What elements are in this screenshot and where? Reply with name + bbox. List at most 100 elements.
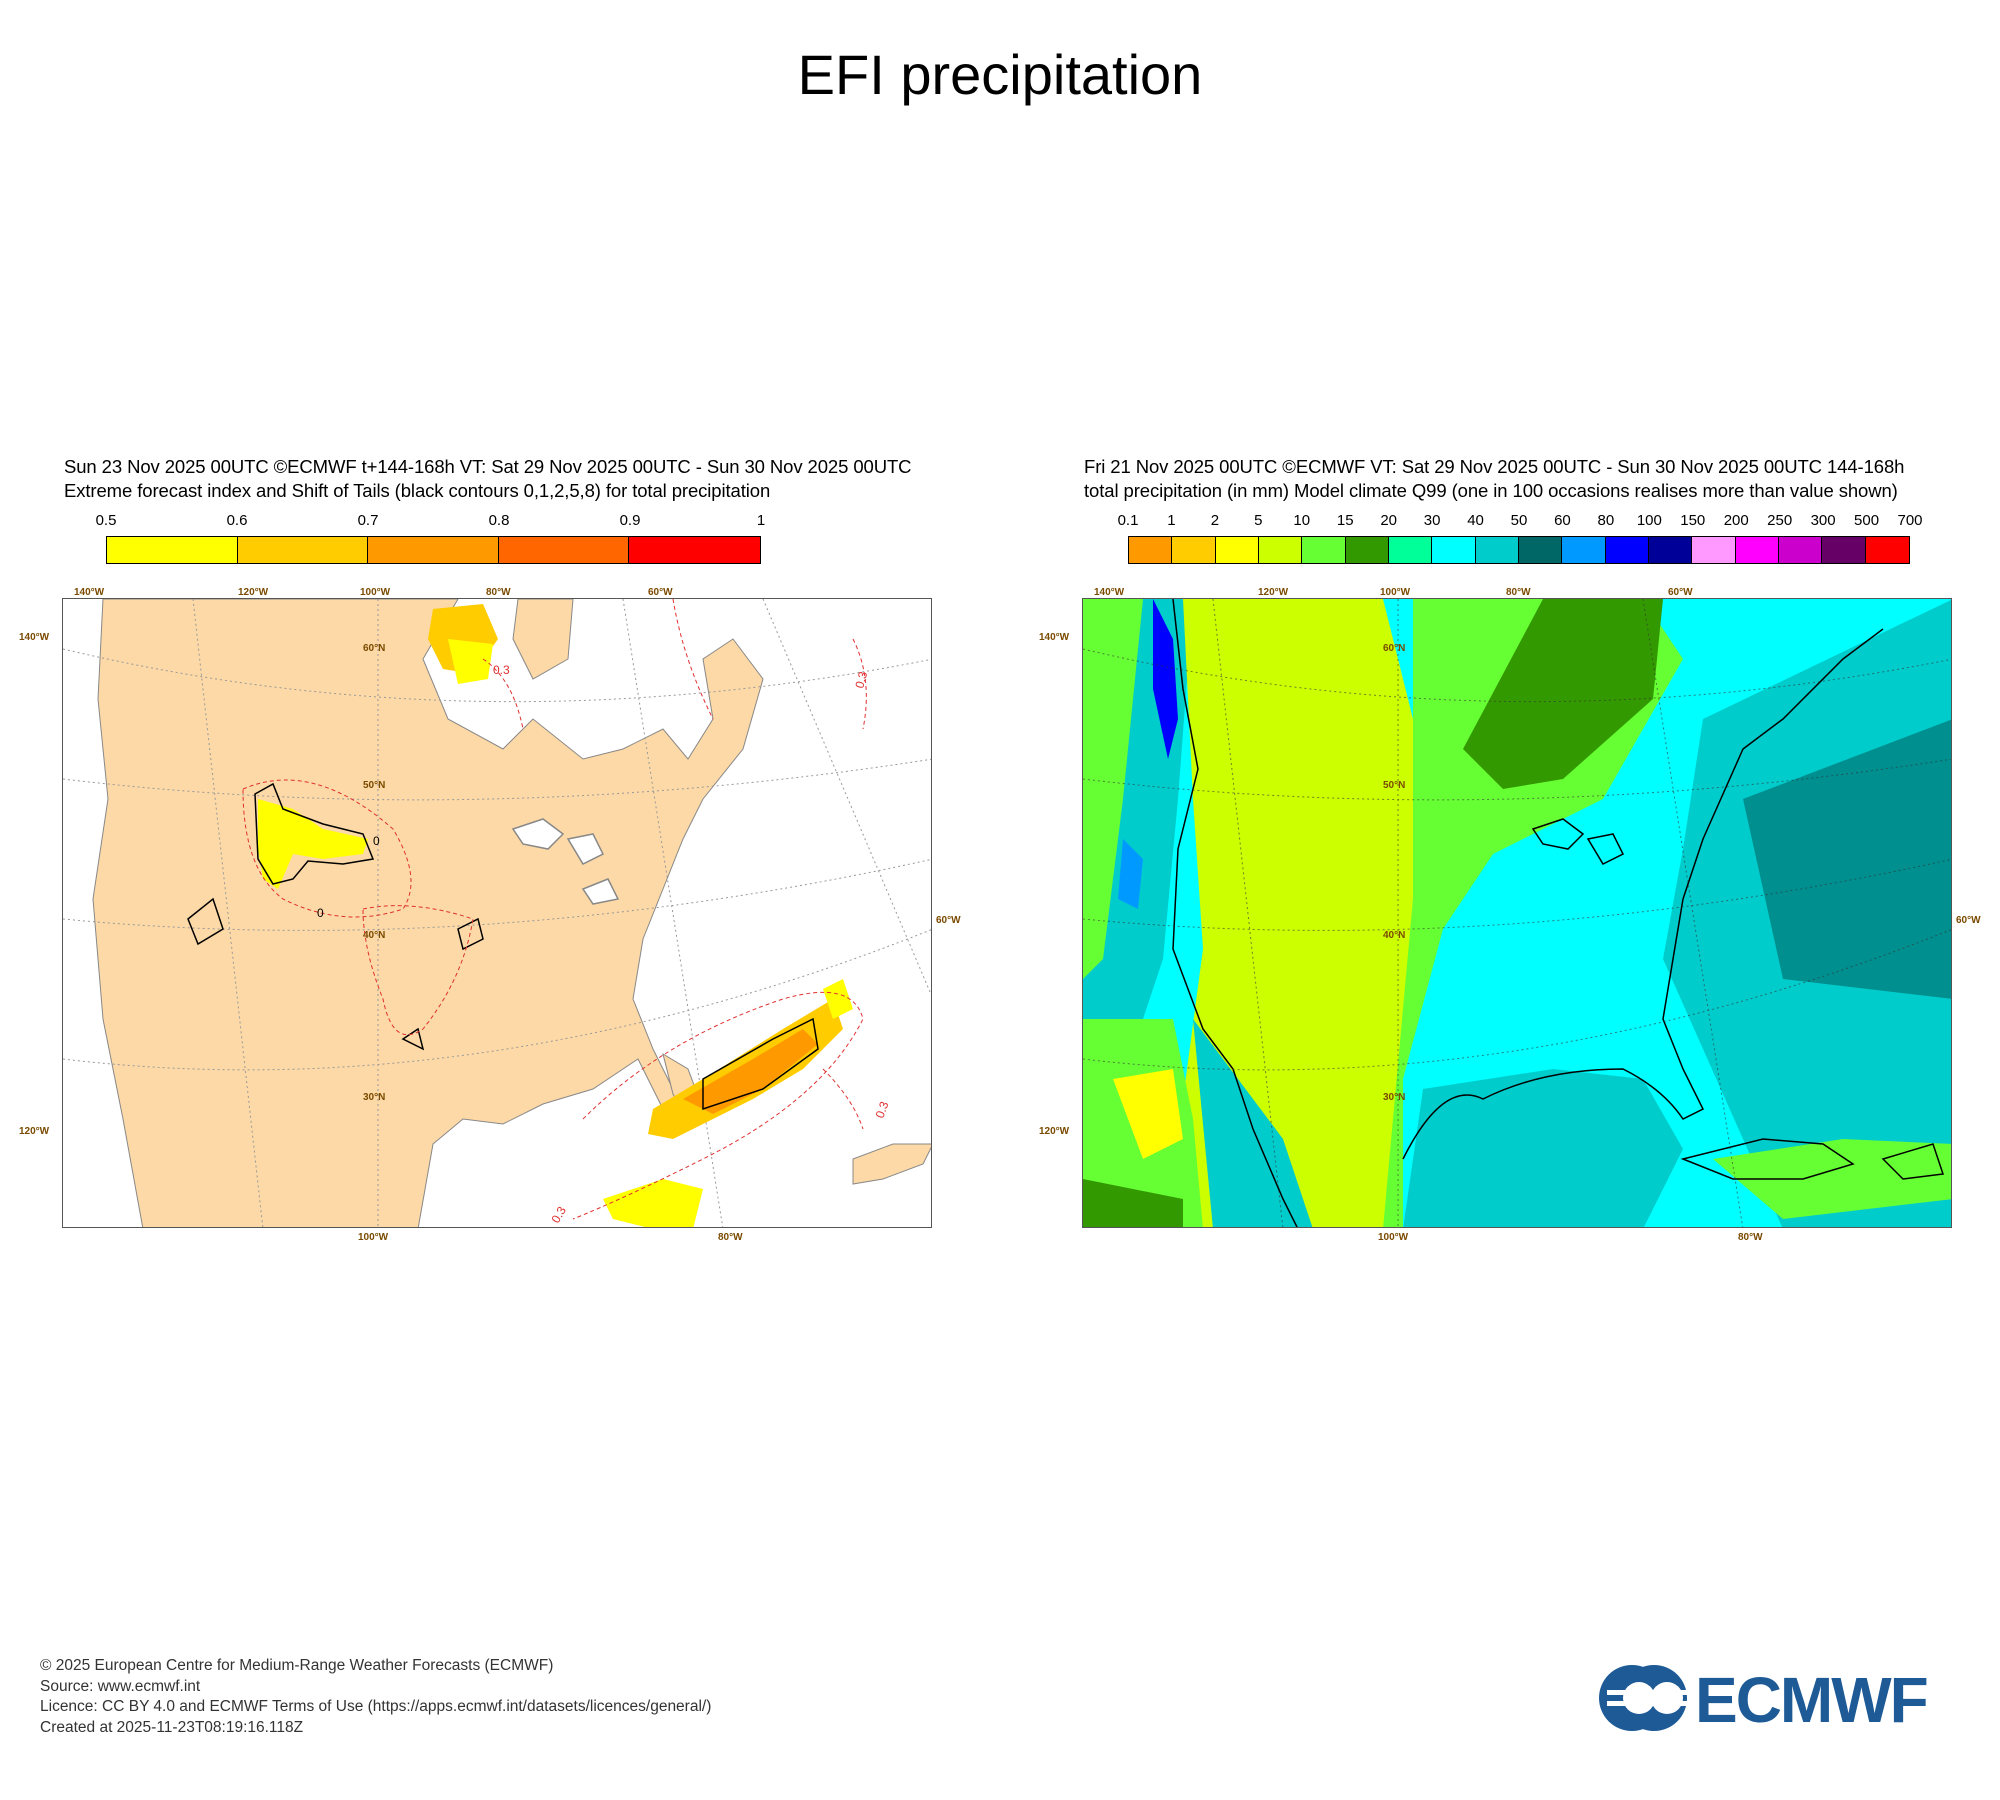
colorbar-cell <box>1172 537 1216 563</box>
contour-label: 0 <box>317 906 324 920</box>
lon-label: 140°W <box>74 587 105 598</box>
colorbar-cell <box>1215 537 1259 563</box>
colorbar-tick-label: 80 <box>1597 512 1615 529</box>
contour-label: 0 <box>373 834 380 848</box>
efi-map: 0.3 0.3 0.3 0.3 0 0 <box>62 598 932 1228</box>
land-cuba <box>852 1143 931 1185</box>
colorbar-tick-label: 60 <box>1554 512 1571 529</box>
lon-label: 80°W <box>486 587 511 598</box>
colorbar-tick-label: 1 <box>1167 512 1176 529</box>
colorbar-cell <box>1605 537 1649 563</box>
colorbar-cell <box>107 537 238 563</box>
colorbar-cell <box>1735 537 1779 563</box>
colorbar-tick-label: 10 <box>1293 512 1311 529</box>
colorbar-cell <box>1865 537 1909 563</box>
colorbar-tick-label: 5 <box>1254 512 1263 529</box>
colorbar-tick-label: 300 <box>1810 512 1836 529</box>
lon-label: 60°W <box>1956 915 1981 926</box>
colorbar-tick-label: 40 <box>1467 512 1484 529</box>
colorbar-cell <box>1388 537 1433 563</box>
colorbar-cells <box>1128 536 1910 564</box>
lon-label: 100°W <box>358 1232 389 1243</box>
colorbar-tick-label: 0.1 <box>1117 512 1139 529</box>
lat-label: 50°N <box>363 780 386 791</box>
efi-area-gulf-dark <box>683 1029 818 1114</box>
colorbar-cell <box>1302 537 1346 563</box>
colorbar-cell <box>629 537 760 563</box>
panel-header-line1: Sun 23 Nov 2025 00UTC ©ECMWF t+144-168h … <box>64 456 912 477</box>
panel-header-line2: Extreme forecast index and Shift of Tail… <box>64 480 771 501</box>
lon-label: 140°W <box>1094 587 1125 598</box>
colorbar-tick-label: 0.6 <box>226 512 248 529</box>
colorbar-cell <box>1648 537 1693 563</box>
panel-header-line1: Fri 21 Nov 2025 00UTC ©ECMWF VT: Sat 29 … <box>1084 456 1905 477</box>
colorbar-tick-label: 0.5 <box>95 512 117 529</box>
lon-label: 140°W <box>19 632 50 643</box>
colorbar-cells <box>106 536 761 564</box>
footer-licence: Licence: CC BY 4.0 and ECMWF Terms of Us… <box>40 1698 712 1715</box>
colorbar-tick-label: 100 <box>1636 512 1662 529</box>
efi-area-plains <box>258 799 368 889</box>
colorbar-cell <box>1432 537 1476 563</box>
precip-interior-yellowgreen <box>1183 599 1413 1227</box>
colorbar-cell <box>1822 537 1866 563</box>
colorbar-tick-label: 20 <box>1380 512 1397 529</box>
lon-label: 80°W <box>1738 1232 1763 1243</box>
lat-label: 50°N <box>1383 780 1406 791</box>
lat-label: 40°N <box>1383 930 1406 941</box>
colorbar-cell <box>1345 537 1389 563</box>
precip-sw-teal <box>1193 1019 1313 1227</box>
copyright-footer: © 2025 European Centre for Medium-Range … <box>40 1656 711 1738</box>
colorbar-cell <box>1518 537 1563 563</box>
lon-label: 80°W <box>1506 587 1531 598</box>
land-greenland-island <box>512 599 574 680</box>
footer-source: Source: www.ecmwf.int <box>40 1677 201 1695</box>
precip-darkgreen-sw <box>1083 1179 1183 1227</box>
lon-label: 100°W <box>360 587 391 598</box>
lon-label: 100°W <box>1378 1232 1409 1243</box>
lon-label: 60°W <box>936 915 961 926</box>
footer-created: Created at 2025-11-23T08:19:16.118Z <box>40 1718 304 1736</box>
lon-label: 120°W <box>1258 587 1289 598</box>
colorbar-cell <box>1562 537 1606 563</box>
page-title: EFI precipitation <box>797 43 1203 106</box>
lon-label: 100°W <box>1380 587 1411 598</box>
colorbar-tick-label: 150 <box>1680 512 1706 529</box>
efi-colorbar: 0.5 0.6 0.7 0.8 0.9 1 <box>96 512 765 570</box>
colorbar-tick-label: 250 <box>1767 512 1793 529</box>
contour-label: 0.3 <box>852 670 870 690</box>
colorbar-tick-label: 0.7 <box>357 512 379 529</box>
lon-label: 60°W <box>648 587 673 598</box>
colorbar-tick-label: 15 <box>1336 512 1354 529</box>
lat-label: 30°N <box>363 1092 386 1103</box>
ecmwf-logo-icon <box>1599 1665 1687 1731</box>
colorbar-tick-label: 50 <box>1510 512 1528 529</box>
colorbar-tick-label: 30 <box>1423 512 1441 529</box>
efi-area-gulf-yellow <box>603 979 853 1227</box>
colorbar-cell <box>1475 537 1519 563</box>
colorbar-tick-label: 200 <box>1723 512 1749 529</box>
precip-band-west-blue <box>1153 599 1178 759</box>
colorbar-cell <box>368 537 499 563</box>
logo-wordmark: ECMWF <box>1695 1664 1929 1736</box>
colorbar-cell <box>237 537 369 563</box>
lon-label: 120°W <box>19 1126 50 1137</box>
precip-gulf-teal <box>1403 1069 1683 1227</box>
lon-label: 140°W <box>1039 632 1070 643</box>
colorbar-tick-label: 1 <box>756 512 766 529</box>
ecmwf-logo: ECMWF <box>1597 1663 1969 1736</box>
colorbar-cell <box>1258 537 1303 563</box>
great-lakes <box>511 818 620 905</box>
efi-area-hudson-yellow <box>448 639 493 684</box>
colorbar-cell <box>498 537 630 563</box>
colorbar-tick-label: 0.8 <box>488 512 510 529</box>
precip-cuba-green <box>1713 1139 1951 1219</box>
precip-colorbar: 0.1 1 2 5 10 15 20 30 40 50 60 80 100 150 200 250 300 500… <box>1118 512 1923 570</box>
lon-label: 120°W <box>1039 1126 1070 1137</box>
colorbar-cell <box>1778 537 1823 563</box>
colorbar-tick-label: 700 <box>1897 512 1923 529</box>
footer-copyright: © 2025 European Centre for Medium-Range … <box>40 1657 554 1674</box>
precip-darkgreen-east <box>1463 599 1663 789</box>
precip-sw-yellow <box>1113 1069 1183 1159</box>
colorbar-tick-label: 2 <box>1210 512 1220 529</box>
